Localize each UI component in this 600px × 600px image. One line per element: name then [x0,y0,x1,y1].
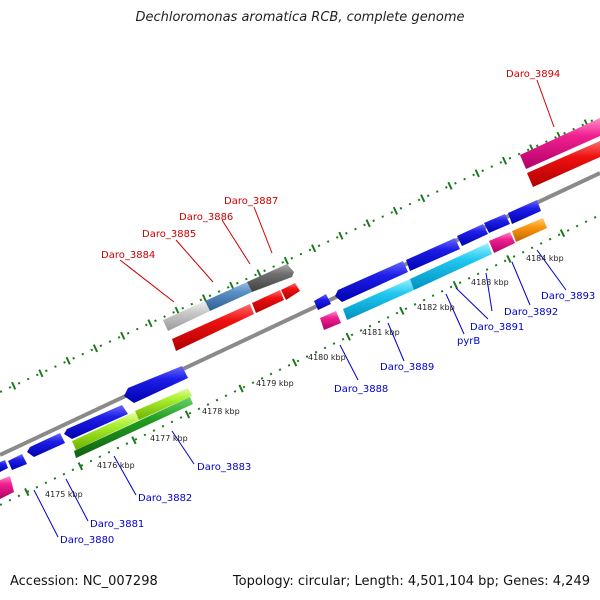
major-tick [506,254,512,264]
gene-label[interactable]: Daro_3886 [179,212,233,223]
gene-red-3[interactable] [281,283,300,300]
tick-label: 4179 kbp [256,379,294,388]
gene-daro-3892[interactable] [484,214,510,233]
inner-tick-track [0,214,600,506]
gene-daro-3881[interactable] [27,433,65,457]
gene-label[interactable]: Daro_3881 [90,519,144,530]
gene-daro-3883[interactable] [124,366,188,403]
major-tick [452,280,458,289]
gene-daro-3889[interactable] [335,261,408,302]
gene-green[interactable] [74,397,193,458]
gene-daro-3888[interactable] [314,294,331,310]
major-tick [201,294,208,303]
major-tick [392,206,399,215]
major-tick [77,462,83,471]
tick-label: 4176 kbp [97,461,135,470]
major-tick [184,410,191,419]
major-tick [147,319,153,328]
tick-label: 4183 kbp [471,278,509,287]
map-title: Dechloromonas aromatica RCB, complete ge… [135,10,465,25]
major-tick [345,332,351,341]
kbp-labels: 4175 kbp 4176 kbp 4177 kbp 4178 kbp 4179… [45,254,564,499]
major-tick [11,381,17,390]
gene-blue-edge[interactable] [0,460,8,472]
gene-daro-3884[interactable] [163,301,210,331]
forward-gene-labels: Daro_3884 Daro_3885 Daro_3886 Daro_3887 … [101,69,560,261]
gene-daro-3893[interactable] [508,200,541,224]
outer-tick-track [0,116,600,393]
gene-label[interactable]: Daro_3888 [334,384,388,395]
gene-daro-3893b[interactable] [512,218,547,242]
major-tick [256,269,262,278]
gene-cyan-2[interactable] [410,243,492,290]
tick-label: 4181 kbp [362,328,400,337]
gene-label[interactable]: Daro_3893 [541,291,595,302]
major-tick [131,436,137,445]
tick-label: 4184 kbp [526,254,564,263]
gene-daro-3880[interactable] [8,454,27,470]
major-tick [283,256,289,265]
accession-text: Accession: NC_007298 [10,574,158,589]
major-tick [474,169,480,178]
major-tick [559,229,566,238]
major-tick [420,194,426,203]
major-tick [92,344,99,353]
tick-label: 4182 kbp [417,303,455,312]
reverse-genes [0,200,547,499]
major-tick [120,331,126,340]
gene-label[interactable]: pyrB [457,336,480,347]
gene-daro-3888b[interactable] [320,311,341,330]
gene-cyan[interactable] [343,279,414,320]
major-tick [338,231,344,240]
gene-lime[interactable] [72,412,139,450]
gene-daro-3891[interactable] [457,224,488,246]
gene-daro-3885[interactable] [205,282,252,311]
gene-lime-2[interactable] [135,388,192,420]
major-tick [38,369,44,378]
major-tick [229,281,235,290]
gene-label[interactable]: Daro_3883 [197,462,251,473]
tick-label: 4178 kbp [202,407,240,416]
tick-label: 4180 kbp [308,353,346,362]
gene-daro-3894[interactable] [520,118,600,169]
gene-red-2[interactable] [252,290,284,313]
gene-label[interactable]: Daro_3894 [506,69,560,80]
gene-label[interactable]: Daro_3892 [504,307,558,318]
label-leaders [33,79,567,538]
major-tick [65,356,71,365]
gene-label[interactable]: Daro_3885 [142,229,196,240]
major-tick [311,244,317,253]
gene-label[interactable]: Daro_3889 [380,362,434,373]
major-tick [24,488,30,497]
major-tick [447,181,453,190]
gene-pyrB[interactable] [406,238,460,271]
gene-daro-3886[interactable] [247,264,294,292]
tick-label: 4177 kbp [150,434,188,443]
gene-daro-3882[interactable] [64,405,128,439]
forward-genes [163,118,600,351]
gene-label[interactable]: Daro_3887 [224,196,278,207]
gene-label[interactable]: Daro_3882 [138,493,192,504]
gene-red-1[interactable] [172,304,254,351]
genome-summary-text: Topology: circular; Length: 4,501,104 bp… [232,574,590,589]
reverse-gene-labels: Daro_3880 Daro_3881 Daro_3882 Daro_3883 … [60,291,595,546]
tick-label: 4175 kbp [45,490,83,499]
major-tick [291,358,298,367]
major-ticks [24,229,566,497]
gene-magenta-edge[interactable] [0,476,14,499]
gene-label[interactable]: Daro_3880 [60,535,114,546]
gene-daro-3891b[interactable] [489,232,515,253]
gene-red-4[interactable] [527,141,600,187]
major-tick [501,156,508,165]
gene-label[interactable]: Daro_3891 [470,322,524,333]
major-tick [238,384,244,393]
major-tick [365,219,371,228]
gene-label[interactable]: Daro_3884 [101,250,155,261]
major-tick [399,306,405,315]
